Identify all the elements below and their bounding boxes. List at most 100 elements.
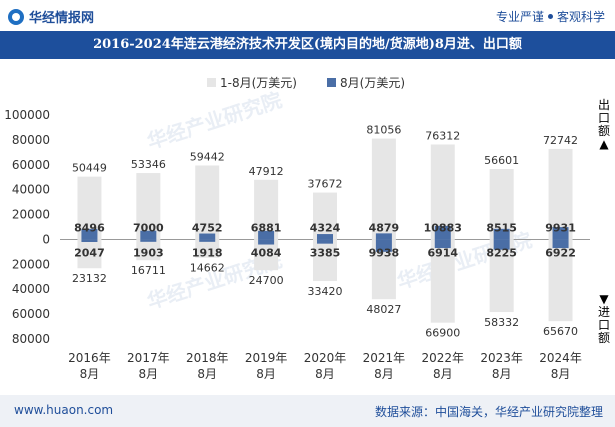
watermark-text: 华经产业研究院: [144, 88, 285, 154]
tagline-right: 客观科学: [556, 10, 605, 24]
bar-cumulative-import: [254, 239, 279, 271]
data-label-cumulative-import: 58332: [484, 316, 519, 329]
data-label-month-export: 8515: [486, 221, 517, 234]
bar-month-import: [493, 239, 510, 250]
data-label-month-import: 9938: [369, 246, 400, 259]
data-label-cumulative-export: 72742: [543, 134, 578, 147]
down-arrow-icon: ▼: [599, 292, 609, 306]
bar-month-export: [199, 233, 216, 240]
chart-title: 2016-2024年连云港经济技术开发区(境内目的地/货源地)8月进、出口额: [0, 31, 615, 59]
data-label-month-export: 4752: [192, 221, 223, 234]
bar-cumulative-import: [195, 239, 220, 258]
export-side-text: 出口额: [597, 98, 610, 138]
bar-month-export: [493, 228, 510, 240]
bar-cumulative-export: [548, 148, 573, 240]
data-label-month-import: 4084: [251, 246, 282, 259]
bar-cumulative-import: [77, 239, 102, 269]
data-label-month-export: 4879: [369, 221, 400, 234]
x-tick-label-month: 8月: [139, 367, 159, 381]
bar-cumulative-export: [430, 144, 455, 240]
x-tick-label-month: 8月: [374, 367, 394, 381]
bar-month-import: [434, 239, 451, 249]
bar-cumulative-import: [313, 239, 337, 282]
bar-month-import: [140, 239, 157, 242]
y-tick-label: 60000: [12, 307, 50, 321]
x-tick-label-year: 2016年: [68, 351, 111, 365]
y-tick-label: 60000: [12, 158, 50, 172]
header: 华经情报网 专业严谨 客观科学: [0, 0, 615, 31]
bar-month-import: [258, 239, 275, 245]
legend-swatch-month: [327, 78, 336, 87]
export-side-label: 出口额 ▲: [597, 99, 611, 151]
tagline: 专业严谨 客观科学: [496, 8, 605, 25]
data-label-month-export: 10883: [424, 221, 462, 234]
bar-month-import: [81, 239, 98, 242]
bar-cumulative-import: [548, 239, 573, 322]
x-tick-label-year: 2017年: [127, 351, 170, 365]
bar-cumulative-import: [136, 239, 161, 261]
footer-source: 数据来源：中国海关，华经产业研究院整理: [374, 405, 603, 419]
x-tick-label-month: 8月: [256, 367, 276, 381]
bar-month-export: [317, 234, 333, 240]
y-tick-label: 20000: [12, 208, 50, 222]
data-label-month-import: 1903: [133, 246, 164, 259]
bar-cumulative-export: [313, 192, 337, 240]
y-tick-label: 20000: [12, 257, 50, 271]
legend-swatch-cumulative: [207, 78, 216, 87]
bar-cumulative-export: [136, 173, 161, 240]
legend-label-month: 8月(万美元): [340, 76, 405, 90]
data-label-month-import: 8225: [486, 246, 517, 259]
import-side-text: 进口额: [597, 305, 610, 345]
x-tick-label-month: 8月: [315, 367, 335, 381]
x-tick-label-month: 8月: [197, 367, 217, 381]
bar-cumulative-export: [371, 138, 396, 240]
bar-month-export: [81, 228, 98, 240]
brand-name: 华经情报网: [29, 11, 95, 26]
data-label-month-export: 9931: [545, 221, 576, 234]
bar-cumulative-export: [489, 169, 514, 240]
data-label-month-import: 6914: [427, 246, 458, 259]
data-label-cumulative-import: 33420: [308, 285, 343, 298]
legend-label-cumulative: 1-8月(万美元): [220, 76, 297, 90]
data-label-cumulative-export: 47912: [249, 165, 284, 178]
data-label-month-import: 1918: [192, 246, 223, 259]
bar-month-import: [375, 239, 392, 252]
x-tick-label-year: 2024年: [539, 351, 582, 365]
bar-cumulative-export: [254, 179, 279, 240]
data-label-cumulative-export: 81056: [366, 124, 401, 137]
bar-cumulative-import: [489, 239, 514, 313]
x-tick-label-year: 2019年: [245, 351, 288, 365]
data-label-month-import: 3385: [310, 246, 341, 259]
x-tick-label-year: 2018年: [186, 351, 229, 365]
x-tick-label-year: 2021年: [363, 351, 406, 365]
data-label-cumulative-import: 48027: [366, 303, 401, 316]
tagline-left: 专业严谨: [495, 10, 544, 24]
data-label-cumulative-export: 53346: [131, 158, 166, 171]
y-tick-label: 40000: [12, 282, 50, 296]
bullet-icon: [547, 14, 553, 19]
bar-month-export: [375, 233, 392, 240]
x-tick-label-year: 2023年: [480, 351, 523, 365]
up-arrow-icon: ▲: [599, 137, 609, 151]
y-tick-label: 80000: [12, 332, 50, 346]
y-tick-label: 0: [42, 232, 50, 246]
bar-cumulative-export: [195, 165, 220, 240]
footer-url[interactable]: www.huaon.com: [14, 403, 114, 417]
x-tick-label-month: 8月: [492, 367, 512, 381]
data-label-cumulative-import: 23132: [72, 272, 107, 285]
data-label-cumulative-import: 16711: [131, 264, 166, 277]
bar-month-export: [140, 230, 157, 240]
x-tick-label-month: 8月: [80, 367, 100, 381]
data-label-cumulative-import: 24700: [249, 274, 284, 287]
bar-month-import: [552, 239, 569, 249]
bar-month-export: [258, 230, 275, 240]
data-label-month-export: 7000: [133, 221, 164, 234]
bar-month-export: [552, 227, 569, 240]
brand[interactable]: 华经情报网: [8, 7, 94, 26]
y-tick-label: 40000: [12, 183, 50, 197]
bar-month-export: [434, 225, 451, 240]
data-label-month-import: 6922: [545, 246, 576, 259]
y-tick-label: 80000: [12, 133, 50, 147]
brand-logo-icon: [8, 9, 24, 25]
